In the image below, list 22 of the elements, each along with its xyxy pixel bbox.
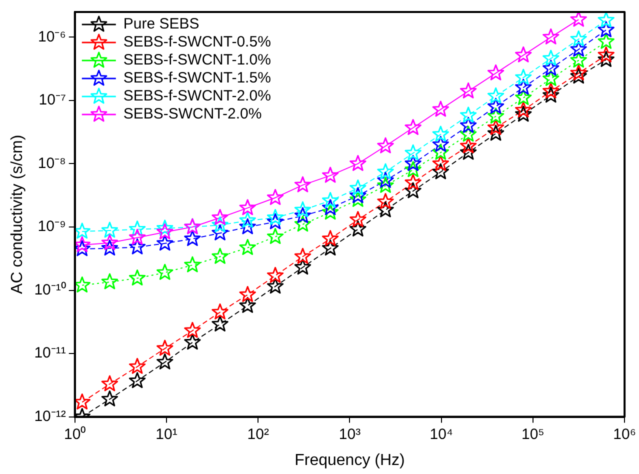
legend-label: SEBS-f-SWCNT-0.5% [123, 34, 271, 51]
y-tick-label: 10⁻¹⁰ [34, 281, 66, 298]
legend-label: SEBS-f-SWCNT-2.0% [123, 88, 271, 105]
legend-label: SEBS-f-SWCNT-1.0% [123, 52, 271, 69]
x-axis-title: Frequency (Hz) [294, 452, 405, 469]
x-tick-label: 10⁰ [64, 426, 86, 443]
y-tick-label: 10⁻⁸ [38, 154, 66, 172]
legend-label: SEBS-SWCNT-2.0% [123, 106, 262, 123]
x-tick-label: 10¹ [156, 426, 178, 443]
legend-label: Pure SEBS [123, 16, 200, 33]
x-tick-label: 10³ [338, 426, 361, 443]
y-tick-label: 10⁻⁶ [38, 28, 66, 46]
x-tick-label: 10⁴ [430, 426, 453, 443]
y-tick-label: 10⁻⁷ [38, 92, 66, 109]
x-tick-label: 10⁵ [522, 426, 544, 443]
y-axis-title: AC conductivity (s/cm) [9, 134, 26, 294]
x-tick-label: 10⁶ [613, 426, 636, 443]
legend-label: SEBS-f-SWCNT-1.5% [123, 70, 271, 87]
x-tick-label: 10² [247, 426, 269, 443]
y-tick-label: 10⁻¹¹ [34, 344, 66, 362]
y-tick-label: 10⁻¹² [34, 408, 66, 425]
y-tick-label: 10⁻⁹ [38, 218, 66, 236]
